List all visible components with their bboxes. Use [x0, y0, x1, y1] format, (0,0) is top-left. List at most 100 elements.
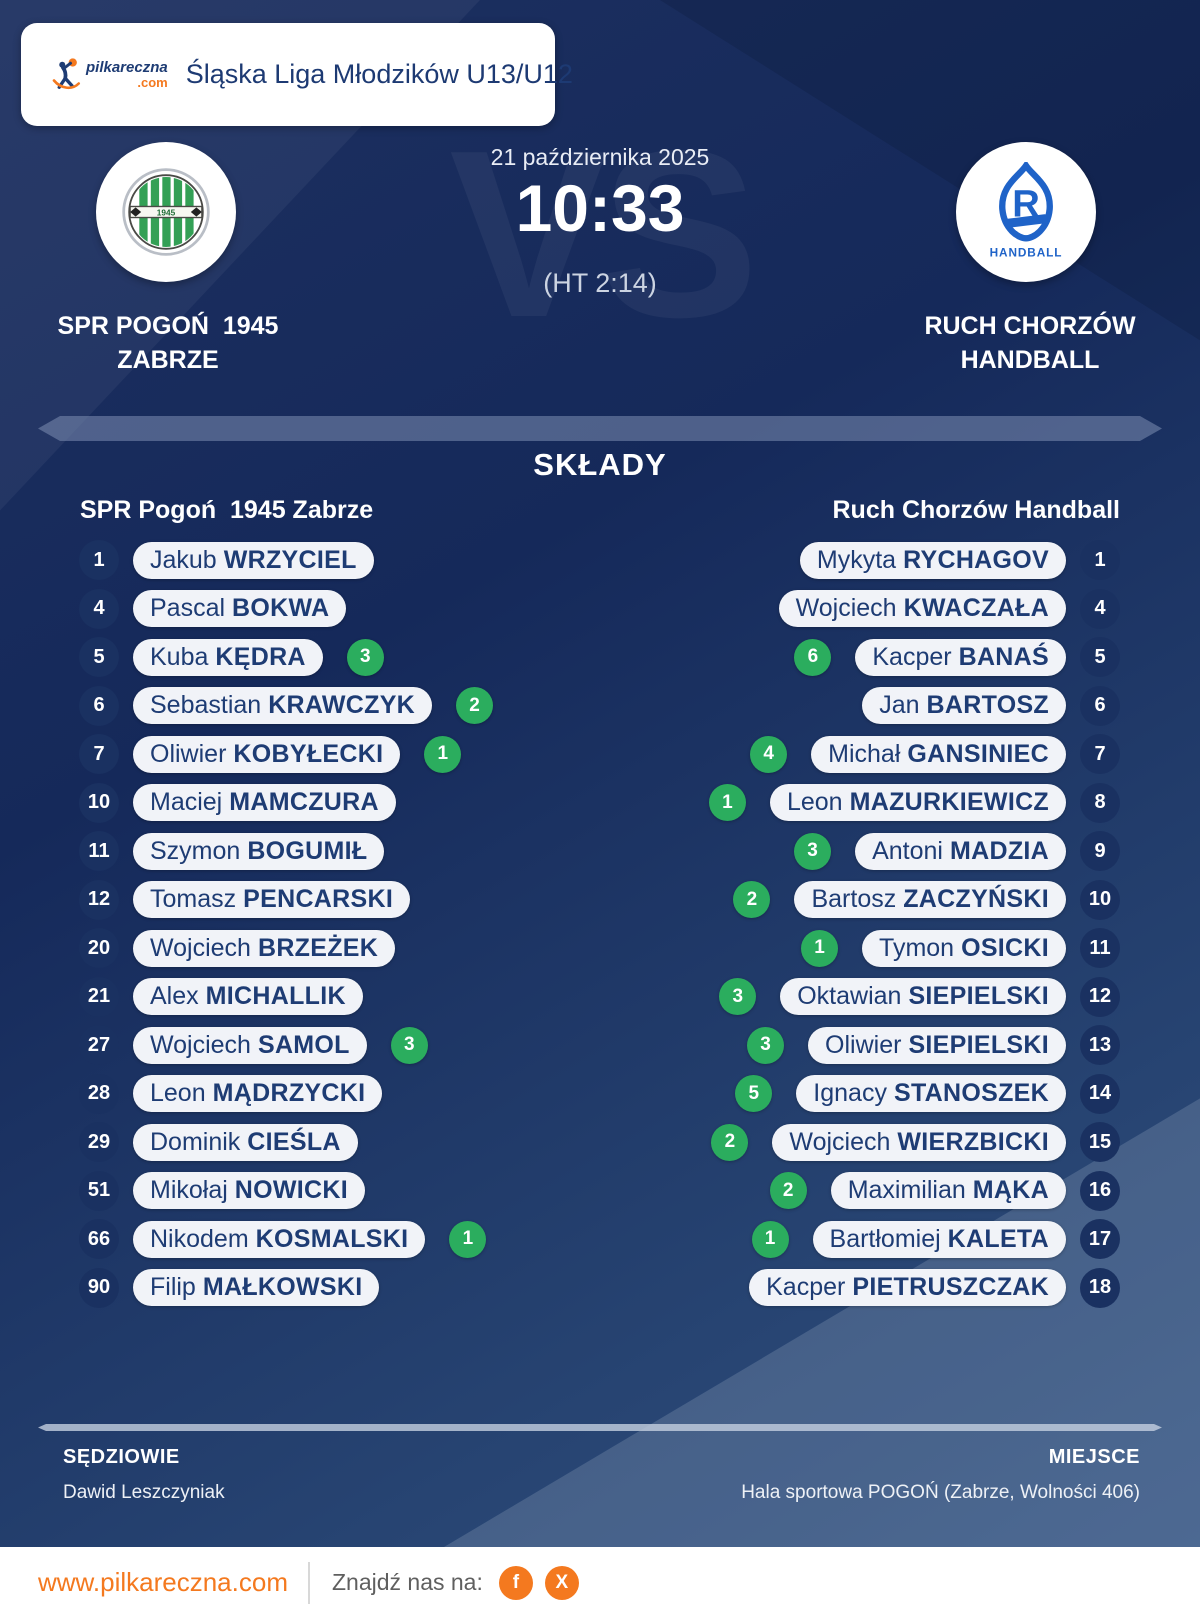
jersey-number-badge: 21	[79, 976, 119, 1017]
player-name-pill: Jan BARTOSZ	[862, 687, 1066, 725]
website-link[interactable]: www.pilkareczna.com	[38, 1567, 288, 1597]
referees-label: SĘDZIOWIE	[63, 1446, 180, 1468]
roster-row: 7 Oliwier KOBYŁECKI 1	[79, 730, 493, 779]
player-first-name: Oliwier	[150, 739, 227, 768]
jersey-number-badge: 6	[1080, 685, 1120, 726]
jersey-number-badge: 11	[79, 831, 119, 872]
player-first-name: Tymon	[879, 933, 955, 962]
player-first-name: Mikołaj	[150, 1176, 228, 1205]
goals-badge: 1	[708, 784, 746, 822]
player-name-pill: Kacper BANAŚ	[855, 638, 1066, 676]
jersey-number-badge: 51	[79, 1170, 119, 1211]
roster-row: 6 Sebastian KRAWCZYK 2	[79, 682, 494, 731]
player-name-pill: Oktawian SIEPIELSKI	[780, 978, 1066, 1016]
jersey-number-badge: 6	[79, 685, 119, 726]
player-last-name: MĄDRZYCKI	[212, 1079, 366, 1108]
roster-row: 20 Wojciech BRZEŻEK	[79, 924, 493, 973]
roster-row: 51 Mikołaj NOWICKI	[79, 1167, 493, 1216]
player-last-name: KOSMALSKI	[255, 1224, 409, 1253]
roster-row: Mykyta RYCHAGOV 1	[709, 536, 1120, 585]
player-first-name: Kacper	[872, 642, 952, 671]
find-us-label: Znajdź nas na:	[331, 1569, 483, 1595]
player-last-name: BOKWA	[232, 594, 330, 623]
roster-row: 66 Nikodem KOSMALSKI 1	[79, 1215, 493, 1264]
goals-badge: 3	[719, 978, 757, 1016]
jersey-number-badge: 4	[1080, 588, 1120, 629]
player-first-name: Bartłomiej	[829, 1224, 941, 1253]
jersey-number-badge: 15	[1080, 1122, 1120, 1163]
league-title: Śląska Liga Młodzików U13/U12	[185, 59, 573, 89]
player-name-pill: Wojciech KWACZAŁA	[778, 590, 1066, 628]
roster-row: 28 Leon MĄDRZYCKI	[79, 1070, 493, 1119]
home-team-logo: 1945	[96, 142, 236, 282]
roster-row: 29 Dominik CIEŚLA	[79, 1118, 493, 1167]
jersey-number-badge: 13	[1080, 1025, 1120, 1066]
away-team-name-line1: RUCH CHORZÓW	[924, 312, 1136, 340]
jersey-number-badge: 7	[79, 734, 119, 775]
roster-row: Wojciech KWACZAŁA 4	[709, 585, 1120, 634]
player-name-pill: Pascal BOKWA	[133, 590, 347, 628]
goals-badge: 3	[390, 1026, 428, 1064]
home-team-name: SPR POGOŃ 1945 ZABRZE	[8, 309, 328, 377]
player-first-name: Szymon	[150, 836, 241, 865]
jersey-number-badge: 90	[79, 1267, 119, 1308]
pogon-crest-year: 1945	[157, 209, 176, 218]
roster-row: 27 Wojciech SAMOL 3	[79, 1021, 493, 1070]
player-name-pill: Maximilian MĄKA	[830, 1172, 1066, 1210]
ruch-crest-handball-text: HANDBALL	[990, 246, 1063, 260]
facebook-icon[interactable]: f	[498, 1565, 533, 1600]
roster-row: 3 Oktawian SIEPIELSKI 12	[709, 973, 1120, 1022]
player-name-pill: Mykyta RYCHAGOV	[799, 541, 1066, 579]
goals-badge: 2	[711, 1123, 749, 1161]
player-name-pill: Leon MAZURKIEWICZ	[769, 784, 1066, 822]
player-name-pill: Nikodem KOSMALSKI	[133, 1220, 426, 1258]
player-first-name: Mykyta	[816, 545, 897, 574]
player-first-name: Michał	[828, 739, 901, 768]
player-first-name: Ignacy	[813, 1079, 887, 1108]
player-last-name: BARTOSZ	[926, 691, 1049, 720]
player-last-name: PENCARSKI	[243, 885, 394, 914]
away-roster-header: Ruch Chorzów Handball	[832, 496, 1121, 524]
player-name-pill: Kuba KĘDRA	[133, 638, 323, 676]
player-name-pill: Wojciech BRZEŻEK	[133, 929, 396, 967]
x-icon[interactable]: X	[544, 1565, 579, 1600]
player-last-name: MICHALLIK	[205, 982, 346, 1011]
venue-label: MIEJSCE	[1048, 1446, 1140, 1468]
logo-brand: pilkareczna	[86, 59, 168, 76]
player-name-pill: Mikołaj NOWICKI	[133, 1172, 365, 1210]
footer-divider	[38, 1424, 1162, 1431]
jersey-number-badge: 12	[79, 879, 119, 920]
goals-badge: 4	[750, 735, 788, 773]
jersey-number-badge: 16	[1080, 1170, 1120, 1211]
player-name-pill: Jakub WRZYCIEL	[133, 541, 374, 579]
player-first-name: Maciej	[150, 788, 223, 817]
ruch-crest-icon: R HANDBALL	[990, 162, 1063, 260]
player-first-name: Wojciech	[789, 1127, 891, 1156]
player-last-name: ZACZYŃSKI	[903, 885, 1049, 914]
player-name-pill: Leon MĄDRZYCKI	[133, 1075, 383, 1113]
player-first-name: Oktawian	[797, 982, 902, 1011]
player-last-name: BRZEŻEK	[257, 933, 379, 962]
player-first-name: Alex	[150, 982, 199, 1011]
player-first-name: Leon	[150, 1079, 206, 1108]
roster-row: 1 Bartłomiej KALETA 17	[709, 1215, 1120, 1264]
player-first-name: Wojciech	[150, 1030, 251, 1059]
jersey-number-badge: 29	[79, 1122, 119, 1163]
league-header-card: pilkareczna .com Śląska Liga Młodzików U…	[21, 23, 573, 126]
roster-row: 1 Tymon OSICKI 11	[709, 924, 1120, 973]
jersey-number-badge: 28	[79, 1073, 119, 1114]
player-first-name: Wojciech	[795, 594, 897, 623]
jersey-number-badge: 27	[79, 1025, 119, 1066]
player-last-name: MAZURKIEWICZ	[849, 788, 1049, 817]
goals-badge: 2	[733, 881, 771, 919]
jersey-number-badge: 9	[1080, 831, 1120, 872]
match-score: 10:33	[515, 171, 685, 245]
match-date: 21 października 2025	[490, 144, 710, 170]
goals-badge: 1	[449, 1220, 487, 1258]
squads-divider	[38, 416, 1162, 441]
goals-badge: 3	[346, 638, 384, 676]
player-first-name: Wojciech	[150, 933, 251, 962]
pogon-crest-icon: 1945	[122, 168, 210, 256]
player-last-name: MADZIA	[949, 836, 1049, 865]
roster-row: 21 Alex MICHALLIK	[79, 973, 493, 1022]
